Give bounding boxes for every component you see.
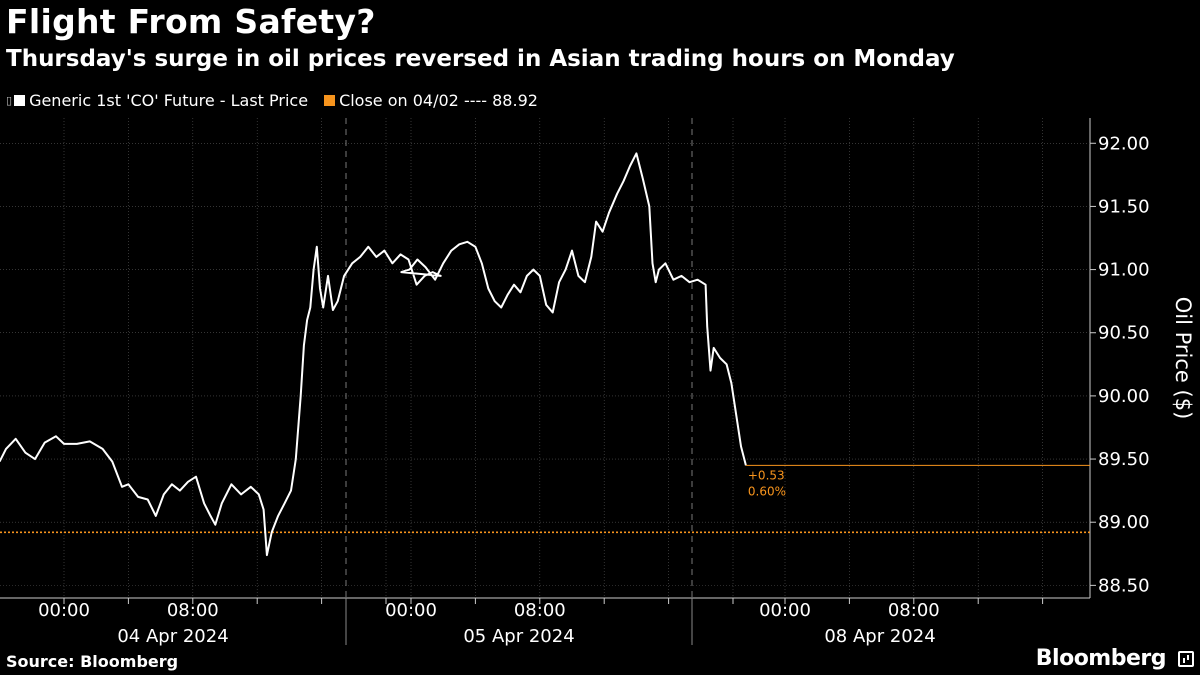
y-tick-label: 92.00 xyxy=(1098,133,1150,154)
y-tick-label: 91.50 xyxy=(1098,196,1150,217)
x-tick-label: 00:00 xyxy=(385,600,437,621)
brand-logo: Bloomberg xyxy=(1035,646,1167,671)
y-tick-label: 89.50 xyxy=(1098,449,1150,470)
x-tick-label: 00:00 xyxy=(759,600,811,621)
reference-swatch xyxy=(324,95,336,106)
y-axis-label: Oil Price ($) xyxy=(1171,297,1195,420)
x-tick-label: 08:00 xyxy=(514,600,566,621)
x-tick-label: 08:00 xyxy=(167,600,219,621)
bloomberg-chart-icon xyxy=(1178,651,1194,667)
source-note: Source: Bloomberg xyxy=(6,652,179,671)
price-series-line xyxy=(0,152,747,557)
y-tick-label: 90.50 xyxy=(1098,323,1150,344)
legend-reference-label: Close on 04/02 ---- 88.92 xyxy=(339,91,538,110)
chart-title: Flight From Safety? xyxy=(6,2,376,41)
y-tick-label: 90.00 xyxy=(1098,386,1150,407)
legend-item-series: ▯ Generic 1st 'CO' Future - Last Price xyxy=(6,91,308,110)
y-tick-label: 91.00 xyxy=(1098,260,1150,281)
x-date-label: 05 Apr 2024 xyxy=(463,626,574,647)
chart-subtitle: Thursday's surge in oil prices reversed … xyxy=(6,46,955,72)
y-tick-label: 89.00 xyxy=(1098,512,1150,533)
x-date-label: 04 Apr 2024 xyxy=(117,626,228,647)
change-pct-label: 0.60% xyxy=(748,484,786,498)
series-swatch xyxy=(14,95,26,106)
x-tick-label: 08:00 xyxy=(888,600,940,621)
change-abs-label: +0.53 xyxy=(748,468,785,482)
x-tick-label: 00:00 xyxy=(38,600,90,621)
y-tick-label: 88.50 xyxy=(1098,575,1150,596)
legend-series-label: Generic 1st 'CO' Future - Last Price xyxy=(29,91,309,110)
legend-item-reference: Close on 04/02 ---- 88.92 xyxy=(324,91,538,110)
legend: ▯ Generic 1st 'CO' Future - Last Price C… xyxy=(6,91,554,110)
x-date-label: 08 Apr 2024 xyxy=(824,626,935,647)
series-marker-icon: ▯ xyxy=(6,94,13,107)
